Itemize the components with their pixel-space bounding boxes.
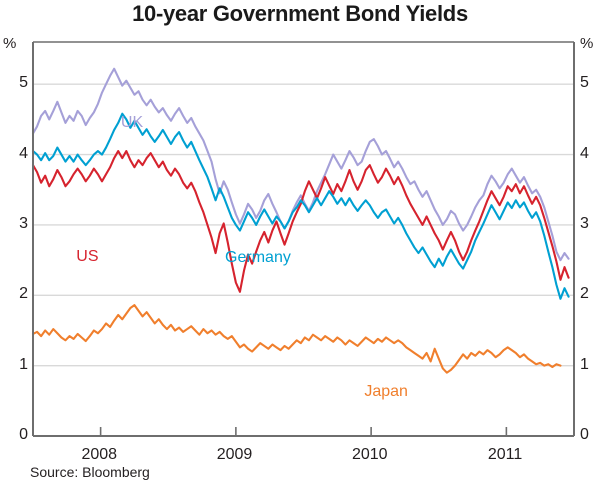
y-axis-tick-label: 4 — [19, 144, 28, 162]
series-label-germany: Germany — [225, 249, 291, 267]
y-axis-tick-label: 1 — [580, 355, 589, 373]
series-label-us: US — [76, 247, 99, 265]
y-axis-tick-label: 1 — [19, 355, 28, 373]
chart-title: 10-year Government Bond Yields — [132, 1, 468, 26]
series-line-japan — [31, 304, 562, 374]
x-axis-tick-label: 2010 — [351, 446, 388, 463]
series-line-germany — [31, 112, 570, 300]
y-axis-tick-label: 5 — [19, 74, 28, 92]
y-axis-tick-label: 2 — [580, 285, 589, 303]
y-axis-unit-right: % — [580, 35, 594, 52]
y-axis-unit-left: % — [3, 35, 17, 52]
gridlines — [33, 83, 574, 367]
x-axis-tick-label: 2011 — [487, 446, 523, 463]
series-lines — [31, 67, 570, 374]
series-label-uk: UK — [120, 114, 144, 132]
x-axis-ticks — [99, 427, 508, 436]
y-axis-tick-label: 3 — [19, 214, 28, 232]
plot-frame — [32, 41, 575, 437]
x-axis-tick-label: 2009 — [216, 446, 253, 463]
y-axis-tick-label: 4 — [580, 144, 589, 162]
y-axis-tick-label: 3 — [580, 214, 589, 232]
source-note: Source: Bloomberg — [30, 464, 150, 480]
y-axis-tick-label: 5 — [580, 74, 589, 92]
y-axis-tick-label: 0 — [19, 426, 28, 443]
y-axis-tick-label: 0 — [580, 426, 589, 443]
series-label-japan: Japan — [364, 382, 408, 400]
series-line-uk — [31, 67, 570, 262]
series-line-us — [31, 150, 570, 293]
y-axis-tick-label: 2 — [19, 285, 28, 303]
x-axis-tick-label: 2008 — [81, 446, 118, 463]
